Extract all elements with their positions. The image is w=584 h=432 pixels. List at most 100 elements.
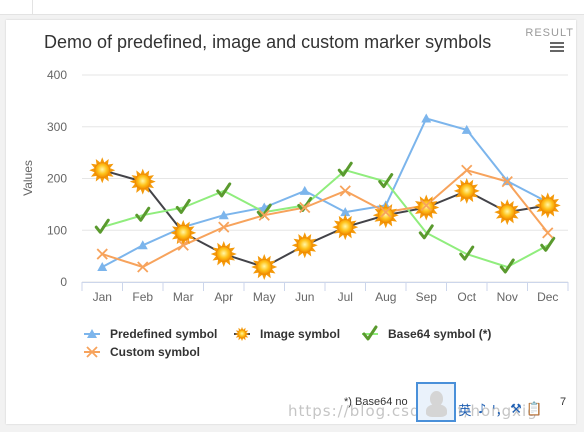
sun-core-shape — [418, 199, 435, 216]
y-tick-label: 0 — [60, 275, 67, 289]
data-point-s1 — [461, 124, 472, 134]
y-tick-label: 400 — [47, 68, 67, 82]
data-point-s2 — [170, 219, 197, 246]
data-point-s4 — [339, 185, 351, 197]
qq-avatar-button[interactable] — [416, 382, 456, 422]
ime-toolbar: 英 ♪ '， ⚒ 📋 — [458, 396, 568, 422]
clipboard-icon[interactable]: 📋 — [526, 401, 543, 417]
x-tick-label: Nov — [497, 290, 518, 304]
cross-marker-shape — [137, 261, 149, 273]
cross-marker-shape — [501, 175, 513, 188]
check-marker-shape — [459, 245, 475, 261]
triangle-marker-shape — [421, 113, 432, 123]
cross-marker-shape — [218, 221, 230, 233]
legend-item[interactable]: Custom symbol — [84, 345, 200, 359]
data-point-s3 — [499, 258, 515, 274]
punctuation-icon[interactable]: '， — [492, 403, 509, 419]
data-point-s2 — [210, 241, 237, 268]
data-point-s1 — [218, 210, 229, 220]
legend-label: Image symbol — [260, 327, 340, 341]
series-markers — [89, 113, 561, 280]
y-tick-label: 200 — [47, 172, 67, 186]
cross-marker-shape — [177, 239, 189, 251]
sun-core-shape — [237, 329, 247, 339]
legend-item[interactable]: Base64 symbol (*) — [362, 325, 491, 341]
data-point-s2 — [89, 157, 116, 184]
y-tick-label: 300 — [47, 120, 67, 134]
data-point-s4 — [501, 175, 513, 188]
legend-label: Predefined symbol — [110, 327, 217, 341]
series-lines — [101, 117, 549, 268]
cross-marker-shape — [86, 346, 98, 358]
data-point-s3 — [94, 218, 110, 234]
top-bar — [0, 0, 584, 15]
triangle-marker-shape — [137, 240, 148, 250]
data-point-s3 — [337, 161, 353, 177]
check-marker-shape — [94, 218, 110, 234]
series-line-4 — [101, 169, 549, 268]
data-point-s3 — [378, 173, 394, 189]
data-point-s3 — [216, 182, 232, 198]
x-tick-label: Oct — [457, 290, 476, 304]
cross-marker-shape — [380, 206, 392, 218]
y-axis-title: Values — [21, 160, 35, 196]
data-point-s3 — [459, 245, 475, 261]
x-tick-label: May — [253, 290, 276, 304]
triangle-marker-shape — [97, 261, 108, 271]
sun-core-shape — [215, 246, 232, 262]
cross-marker-shape — [299, 201, 311, 214]
data-point-s2 — [494, 199, 521, 226]
check-marker-shape — [540, 236, 556, 252]
data-point-s4 — [461, 164, 473, 176]
legend-item[interactable]: Predefined symbol — [84, 327, 217, 341]
cross-marker-shape — [420, 199, 432, 212]
footnote: *) Base64 no — [344, 396, 408, 408]
data-point-s3 — [418, 224, 434, 240]
data-point-s4 — [420, 199, 432, 212]
y-tick-label: 100 — [47, 223, 67, 237]
x-tick-label: Apr — [214, 290, 233, 304]
data-point-s1 — [97, 261, 108, 271]
data-point-s4 — [542, 227, 554, 239]
x-axis: Jan Feb Mar Apr May Jun Jul Aug Sep Oct Nov Dec — [81, 282, 569, 304]
data-point-s4 — [137, 261, 149, 273]
avatar-body-shape — [426, 404, 447, 417]
data-point-s3 — [540, 236, 556, 252]
legend-marker — [87, 329, 97, 338]
sun-core-shape — [499, 204, 516, 221]
triangle-marker-shape — [87, 329, 97, 338]
ime-language-toggle[interactable]: 英 — [458, 403, 472, 419]
check-marker-shape — [499, 258, 515, 274]
sun-core-shape — [134, 173, 151, 190]
check-marker-shape — [135, 206, 151, 222]
footnote-tail: 7 — [560, 396, 567, 408]
wrench-icon[interactable]: ⚒ — [510, 401, 522, 417]
legend-item[interactable]: Image symbol — [234, 326, 340, 342]
sun-core-shape — [94, 162, 111, 179]
moon-icon[interactable]: ♪ — [477, 401, 487, 417]
cross-marker-shape — [258, 209, 270, 221]
chart-title: Demo of predefined, image and custom mar… — [44, 32, 491, 52]
menu-icon-bar — [550, 42, 564, 44]
x-tick-label: Jan — [93, 290, 112, 304]
data-point-s1 — [299, 185, 310, 195]
sun-core-shape — [377, 207, 394, 224]
data-point-s2 — [413, 194, 440, 221]
data-point-s4 — [258, 209, 270, 221]
legend: Predefined symbol Image symbol Base64 symb… — [84, 325, 491, 359]
legend-marker — [86, 346, 98, 358]
sun-core-shape — [175, 224, 192, 241]
check-marker-shape — [362, 325, 378, 341]
data-point-s1 — [421, 113, 432, 123]
x-tick-label: Feb — [132, 290, 153, 304]
x-tick-label: Dec — [537, 290, 558, 304]
data-point-s2 — [453, 177, 480, 204]
data-point-s4 — [299, 201, 311, 214]
data-point-s2 — [332, 214, 359, 241]
legend-label: Custom symbol — [110, 345, 200, 359]
watermark: https://blog.csdn.net/hongxig — [288, 402, 538, 420]
chart-context-menu-button[interactable] — [548, 40, 566, 54]
data-point-s1 — [137, 240, 148, 250]
data-point-s2 — [129, 168, 156, 195]
